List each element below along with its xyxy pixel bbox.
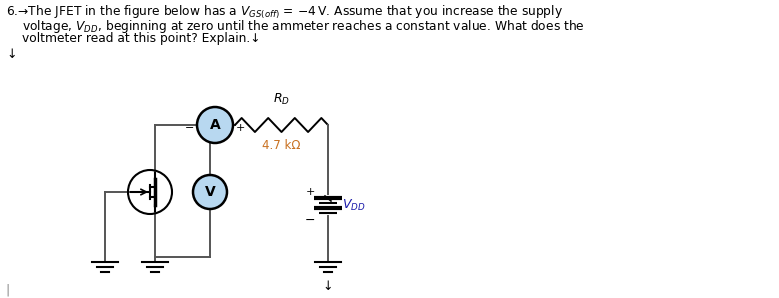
Text: V: V: [205, 185, 215, 199]
Text: +: +: [236, 123, 245, 133]
Text: 6.→The JFET in the figure below has a $V_{GS(off)}$ = −4 V. Assume that you incr: 6.→The JFET in the figure below has a $V…: [6, 4, 563, 21]
Text: 4.7 kΩ: 4.7 kΩ: [263, 139, 301, 152]
Text: ↓: ↓: [6, 48, 16, 61]
Text: −: −: [213, 198, 221, 208]
Text: voltage, $V_{DD}$, beginning at zero until the ammeter reaches a constant value.: voltage, $V_{DD}$, beginning at zero unt…: [22, 18, 585, 35]
Text: −: −: [305, 213, 315, 226]
Text: −: −: [185, 123, 194, 133]
Text: |: |: [5, 283, 9, 297]
Text: A: A: [210, 118, 220, 132]
Text: voltmeter read at this point? Explain.↓: voltmeter read at this point? Explain.↓: [22, 32, 260, 45]
Circle shape: [193, 175, 227, 209]
Text: ↓: ↓: [323, 280, 333, 294]
Circle shape: [197, 107, 233, 143]
Text: $V_{DD}$: $V_{DD}$: [342, 198, 365, 212]
Text: +: +: [213, 175, 222, 185]
Text: $R_D$: $R_D$: [273, 92, 290, 107]
Text: +: +: [305, 187, 315, 197]
